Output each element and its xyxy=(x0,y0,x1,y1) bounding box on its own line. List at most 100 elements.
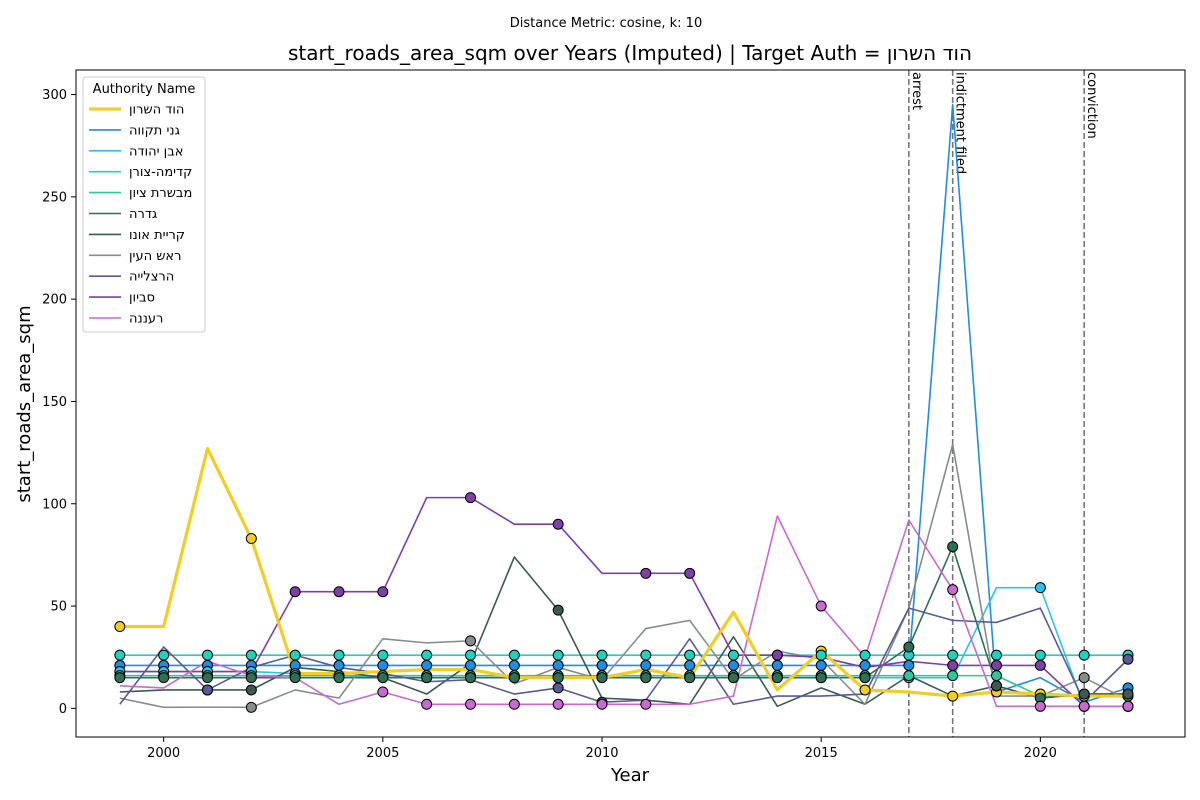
series-point xyxy=(903,670,915,682)
series-point xyxy=(903,659,915,671)
x-tick-label: 2005 xyxy=(366,746,399,761)
plot-area xyxy=(75,69,1186,738)
x-tick-label: 2015 xyxy=(805,746,838,761)
series-point xyxy=(815,659,827,671)
series-point xyxy=(947,584,959,596)
series-line xyxy=(119,496,1129,708)
series-point xyxy=(508,672,520,684)
series-point xyxy=(202,672,214,684)
series-point xyxy=(728,659,740,671)
series-point xyxy=(991,659,1003,671)
series-point xyxy=(377,672,389,684)
series-point xyxy=(465,672,477,684)
series-point xyxy=(684,659,696,671)
y-axis: 0 50 100 150 200 250 300 xyxy=(42,88,76,717)
series-point xyxy=(465,492,477,504)
series-point xyxy=(771,649,783,661)
y-tick-label: 100 xyxy=(42,497,67,512)
x-axis: 2000 2005 2010 2015 2020 xyxy=(147,737,1057,761)
series-point xyxy=(158,672,170,684)
series-point xyxy=(596,659,608,671)
series-line xyxy=(119,446,1129,698)
series-point xyxy=(552,604,564,616)
series-line xyxy=(119,515,1129,708)
series-point xyxy=(114,649,126,661)
x-tick-label: 2000 xyxy=(147,746,180,761)
series-point xyxy=(552,649,564,661)
series-point xyxy=(114,672,126,684)
series-point xyxy=(508,659,520,671)
x-axis-label: Year xyxy=(610,765,650,786)
series-point xyxy=(859,684,871,696)
series-point xyxy=(552,672,564,684)
series-point xyxy=(421,649,433,661)
series-point xyxy=(552,518,564,530)
series-point xyxy=(684,567,696,579)
series-point xyxy=(596,698,608,710)
series-point xyxy=(903,641,915,653)
series-point xyxy=(1078,672,1090,684)
series-point xyxy=(202,649,214,661)
series-point xyxy=(947,659,959,671)
series-line xyxy=(119,443,1129,709)
series-point xyxy=(771,659,783,671)
series-point xyxy=(421,659,433,671)
series-point xyxy=(684,649,696,661)
chart-title: start_roads_area_sqm over Years (Imputed… xyxy=(288,41,972,65)
legend-box xyxy=(82,76,206,333)
legend-label: הוד השרון xyxy=(129,103,184,118)
series-point xyxy=(421,698,433,710)
series-point xyxy=(947,690,959,702)
series-point xyxy=(377,586,389,598)
event-label: conviction xyxy=(1084,72,1099,139)
series-point xyxy=(815,672,827,684)
series-point xyxy=(245,672,257,684)
series-point xyxy=(640,659,652,671)
series-point xyxy=(465,649,477,661)
y-tick-label: 150 xyxy=(42,395,67,410)
series-point xyxy=(333,659,345,671)
series-point xyxy=(333,672,345,684)
series-point xyxy=(552,682,564,694)
series-point xyxy=(1078,688,1090,700)
series-point xyxy=(552,698,564,710)
legend-label: מבשרת ציון xyxy=(129,186,192,201)
series-point xyxy=(771,672,783,684)
series-point xyxy=(465,698,477,710)
series-point xyxy=(1122,688,1134,700)
series-point xyxy=(640,649,652,661)
series-point xyxy=(377,649,389,661)
series-point xyxy=(947,649,959,661)
series-point xyxy=(1122,653,1134,665)
series-point xyxy=(859,659,871,671)
legend-label: גדרה xyxy=(129,207,157,222)
series-point xyxy=(640,698,652,710)
event-label: indictment filed xyxy=(953,72,968,174)
series-point xyxy=(640,567,652,579)
series-point xyxy=(859,649,871,661)
x-tick-label: 2010 xyxy=(585,746,618,761)
series-point xyxy=(728,672,740,684)
series-point xyxy=(202,684,214,696)
series-point xyxy=(333,586,345,598)
x-tick-label: 2020 xyxy=(1024,746,1057,761)
legend-label: קריית אונו xyxy=(129,228,185,243)
series-point xyxy=(596,649,608,661)
legend-items: הוד השרון גני תקווה אבן יהודה קדימה-צורן מבש… xyxy=(89,103,192,327)
y-tick-label: 200 xyxy=(42,293,67,308)
series-point xyxy=(1078,649,1090,661)
series-point xyxy=(552,659,564,671)
y-tick-label: 300 xyxy=(42,88,67,103)
legend: Authority Name הוד השרון גני תקווה אבן יהו… xyxy=(82,76,206,333)
event-label: arrest xyxy=(909,72,924,110)
series-point xyxy=(377,686,389,698)
y-tick-label: 250 xyxy=(42,190,67,205)
series-point xyxy=(1122,700,1134,712)
series-point xyxy=(245,684,257,696)
series-point xyxy=(1034,582,1046,594)
series-line xyxy=(119,586,1129,708)
series-point xyxy=(684,672,696,684)
series-line xyxy=(119,607,1129,706)
legend-label: קדימה-צורן xyxy=(129,165,192,180)
series-point xyxy=(947,670,959,682)
